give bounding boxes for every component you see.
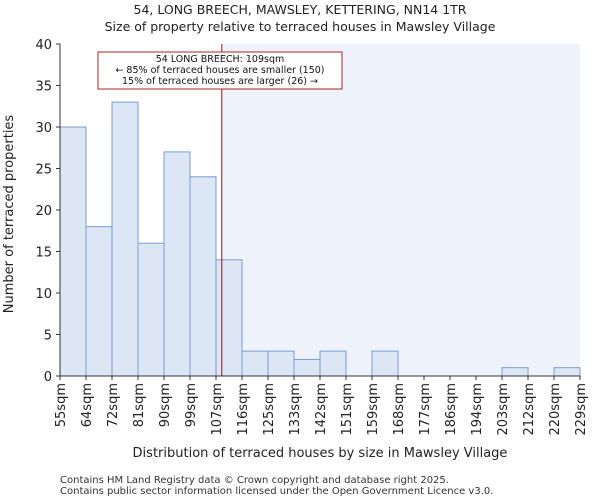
- footer-licence: Contains public sector information licen…: [60, 486, 494, 497]
- x-ticks-group: 55sqm 64sqm 72sqm 81sqm 90sqm 99sqm 107sqm 116s…: [54, 376, 589, 436]
- annotation-line-larger: 15% of terraced houses are larger (26) →: [122, 76, 318, 87]
- annotation-border: [97, 51, 343, 90]
- larger-region-highlight: [221, 44, 580, 376]
- bars-group: [59, 101, 581, 377]
- histogram-bar: [501, 367, 529, 377]
- annotation-line-property: 54 LONG BREECH: 109sqm: [156, 54, 285, 65]
- x-tick-label: 194sqm: [470, 383, 485, 436]
- histogram-bar: [371, 350, 399, 377]
- y-tick-label: 35: [35, 80, 52, 95]
- x-tick-label: 212sqm: [522, 383, 537, 436]
- x-tick-label: 186sqm: [444, 383, 459, 436]
- histogram-bar: [215, 259, 243, 377]
- histogram-bar: [137, 242, 165, 377]
- y-tick-label: 40: [35, 38, 52, 53]
- histogram-bar: [267, 350, 295, 377]
- y-tick-label: 25: [35, 163, 52, 178]
- histogram-bar: [553, 367, 581, 377]
- x-tick-label: 159sqm: [366, 383, 381, 436]
- x-tick-label: 203sqm: [496, 383, 511, 436]
- x-tick-label: 125sqm: [262, 383, 277, 436]
- histogram-bar: [85, 226, 113, 377]
- annotation-box: 54 LONG BREECH: 109sqm ← 85% of terraced…: [97, 51, 343, 90]
- x-tick-label: 133sqm: [288, 383, 303, 436]
- x-tick-label: 64sqm: [80, 383, 95, 427]
- histogram-bar: [293, 358, 321, 377]
- x-tick-label: 90sqm: [158, 383, 173, 427]
- y-ticks-group: 0 5 10 15 20 25 30 35 40: [35, 38, 60, 385]
- x-tick-label: 81sqm: [132, 383, 147, 427]
- histogram-bar: [59, 126, 87, 377]
- x-tick-label: 55sqm: [54, 383, 69, 427]
- histogram-bar: [189, 176, 217, 377]
- histogram-bar: [111, 101, 139, 377]
- x-tick-label: 99sqm: [184, 383, 199, 427]
- x-tick-label: 142sqm: [314, 383, 329, 436]
- histogram-bar: [319, 350, 347, 377]
- x-tick-label: 220sqm: [548, 383, 563, 436]
- y-tick-label: 5: [44, 329, 52, 344]
- histogram-bar: [241, 350, 269, 377]
- x-tick-label: 116sqm: [236, 383, 251, 436]
- x-tick-label: 107sqm: [210, 383, 225, 436]
- x-tick-label: 177sqm: [418, 383, 433, 436]
- y-tick-label: 0: [44, 370, 52, 385]
- footer-copyright: Contains HM Land Registry data © Crown c…: [60, 475, 449, 486]
- histogram-bar: [163, 151, 191, 377]
- y-axis-label: Number of terraced properties: [2, 115, 17, 314]
- x-tick-label: 229sqm: [574, 383, 589, 436]
- y-tick-label: 30: [35, 121, 52, 136]
- y-tick-label: 20: [35, 204, 52, 219]
- y-tick-label: 15: [35, 246, 52, 261]
- x-axis-label: Distribution of terraced houses by size …: [133, 446, 508, 461]
- x-tick-label: 168sqm: [392, 383, 407, 436]
- chart-title-address: 54, LONG BREECH, MAWSLEY, KETTERING, NN1…: [133, 2, 467, 17]
- chart-subtitle: Size of property relative to terraced ho…: [104, 19, 496, 34]
- x-tick-label: 151sqm: [340, 383, 355, 436]
- y-tick-label: 10: [35, 287, 52, 302]
- annotation-line-smaller: ← 85% of terraced houses are smaller (15…: [115, 65, 324, 76]
- x-tick-label: 72sqm: [106, 383, 121, 427]
